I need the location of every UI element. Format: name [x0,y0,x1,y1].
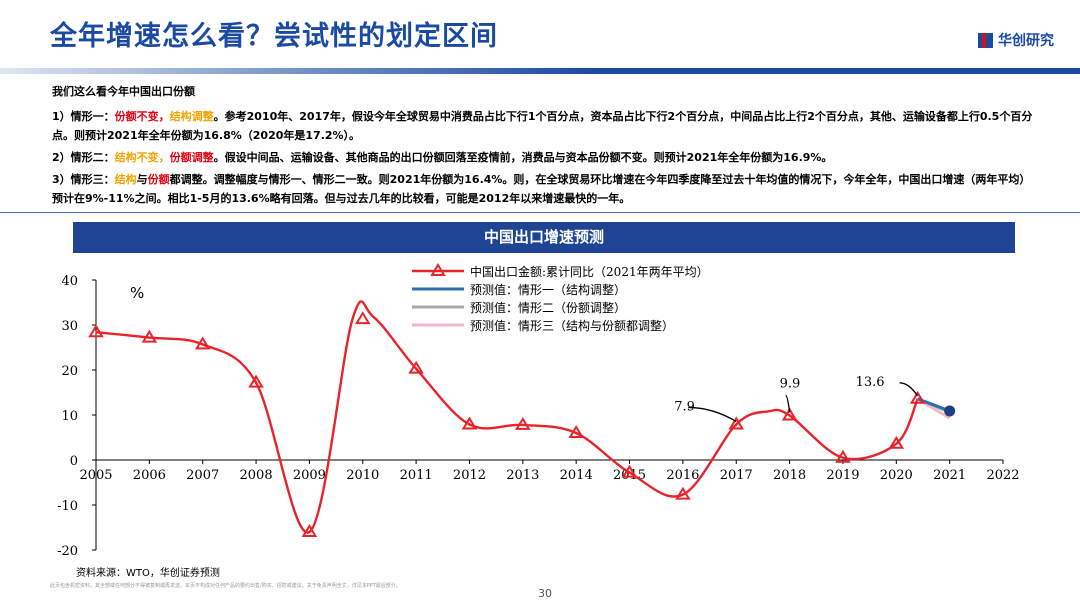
scenario-3-tag-1: 结构 [114,173,137,186]
chart-markers [88,311,956,537]
legend-label: 中国出口金额:累计同比（2021年两年平均） [470,264,709,279]
y-tick-label: 10 [61,409,78,424]
x-tick-label: 2011 [400,468,433,483]
scenario-2: 2）情形二：结构不变，份额调整。假设中间品、运输设备、其他商品的出口份额回落至疫… [52,148,1037,167]
data-point-marker [88,324,104,338]
scenario-3-mid: 与 [136,173,148,186]
annotation-label: 13.6 [856,375,885,390]
x-tick-label: 2019 [826,468,859,483]
annotation-leader [785,394,791,413]
chart-annotations: 7.9 9.9 13.6 [674,375,919,423]
y-tick-label: 20 [61,364,78,379]
data-point-marker [728,416,745,430]
data-point-marker [141,329,158,343]
page-number: 30 [538,587,552,600]
scenario-1-tag-2: 结构调整 [169,110,214,123]
y-tick-label: 30 [61,319,78,334]
x-tick-label: 2012 [453,468,486,483]
series-line-export-growth [95,300,919,534]
x-tick-label: 2016 [666,468,699,483]
intro-heading: 我们这么看今年中国出口份额 [52,85,195,98]
scenario-2-prefix: 2）情形二： [52,151,115,164]
x-tick-label: 2018 [773,468,806,483]
logo-text: 华创研究 [998,33,1054,49]
x-tick-label: 2021 [933,468,966,483]
scenario-3-prefix: 3）情形三： [52,173,115,186]
x-tick-label: 2007 [186,468,219,483]
data-point-marker [675,486,691,500]
scenario-2-text: 。假设中间品、运输设备、其他商品的出口份额回落至疫情前，消费品与资本品份额不变。… [213,151,833,164]
data-point-marker [781,407,798,421]
legend-label: 预测值：情形一（结构调整） [470,282,626,297]
section-divider [0,212,1080,213]
x-tick-label: 2009 [293,468,326,483]
scenario-3-tag-2: 份额 [147,173,170,186]
x-tick-label: 2006 [133,468,166,483]
intro-text: 我们这么看今年中国出口份额 1）情形一：份额不变，结构调整。参考2010年、20… [52,82,1037,211]
scenario-1-tag-1: 份额不变 [114,110,159,123]
scenario-2-tag-2: 份额调整 [169,151,214,164]
data-point-marker [194,336,211,350]
x-tick-label: 2013 [506,468,539,483]
x-tick-label: 2008 [240,468,273,483]
data-point-marker [461,416,478,430]
data-point-marker [621,464,638,478]
data-point-marker [248,374,264,388]
x-tick-label: 2005 [79,468,112,483]
data-point-marker [301,524,318,537]
annotation-label: 7.9 [674,399,695,414]
scenario-1-text: 。参考2010年、2017年，假设今年全球贸易中消费品占比下行1个百分点，资本品… [52,110,1033,142]
brand-logo: 华创研究 [978,30,1054,50]
x-tick-label: 2010 [346,468,379,483]
forecast-end-dot [944,405,956,417]
disclaimer: 此页包含机密资料，其全部或任何部分不得被复制或再发送。本页不构成对任何产品的要约… [50,583,401,589]
chart-title: 中国出口增速预测 [73,222,1015,253]
header-divider-bar [0,68,1080,74]
legend-label: 预测值：情形三（结构与份额都调整） [470,318,674,333]
y-tick-label: 40 [61,274,78,289]
logo-mark-icon [978,32,993,48]
data-point-marker [909,390,926,404]
data-point-marker [515,416,531,430]
data-point-marker [354,311,371,325]
y-tick-label: -20 [57,544,78,559]
source-note: 资料来源：WTO，华创证券预测 [76,568,220,579]
legend-marker [430,263,446,276]
y-tick-label: -10 [57,499,78,514]
x-tick-label: 2017 [720,468,753,483]
annotation-label: 9.9 [780,376,801,391]
data-point-marker [408,360,424,374]
scenario-1-comma: ， [158,110,170,123]
scenario-1-prefix: 1）情形一： [52,110,115,123]
data-point-marker [568,425,584,438]
legend-label: 预测值：情形二（份额调整） [470,300,626,315]
x-tick-label: 2014 [560,468,593,483]
unit-label: % [130,284,144,302]
annotation-leader [688,406,737,423]
page-title: 全年增速怎么看？尝试性的划定区间 [50,21,498,52]
scenario-2-comma: ， [158,151,170,164]
data-point-marker [888,435,905,449]
y-tick-label: 0 [70,454,78,469]
scenario-3: 3）情形三：结构与份额都调整。调整幅度与情形一、情形二一致。则2021年份额为1… [52,170,1037,208]
scenario-2-tag-1: 结构不变 [114,151,159,164]
scenario-3-text: 都调整。调整幅度与情形一、情形二一致。则2021年份额为16.4%。则，在全球贸… [52,173,1031,205]
x-tick-label: 2020 [880,468,913,483]
chart-legend: 中国出口金额:累计同比（2021年两年平均） 预测值：情形一（结构调整） 预测值：情… [412,263,709,333]
data-point-marker [835,449,851,463]
scenario-1: 1）情形一：份额不变，结构调整。参考2010年、2017年，假设今年全球贸易中消… [52,107,1037,145]
x-tick-label: 2022 [986,468,1019,483]
annotation-leader [899,382,919,397]
